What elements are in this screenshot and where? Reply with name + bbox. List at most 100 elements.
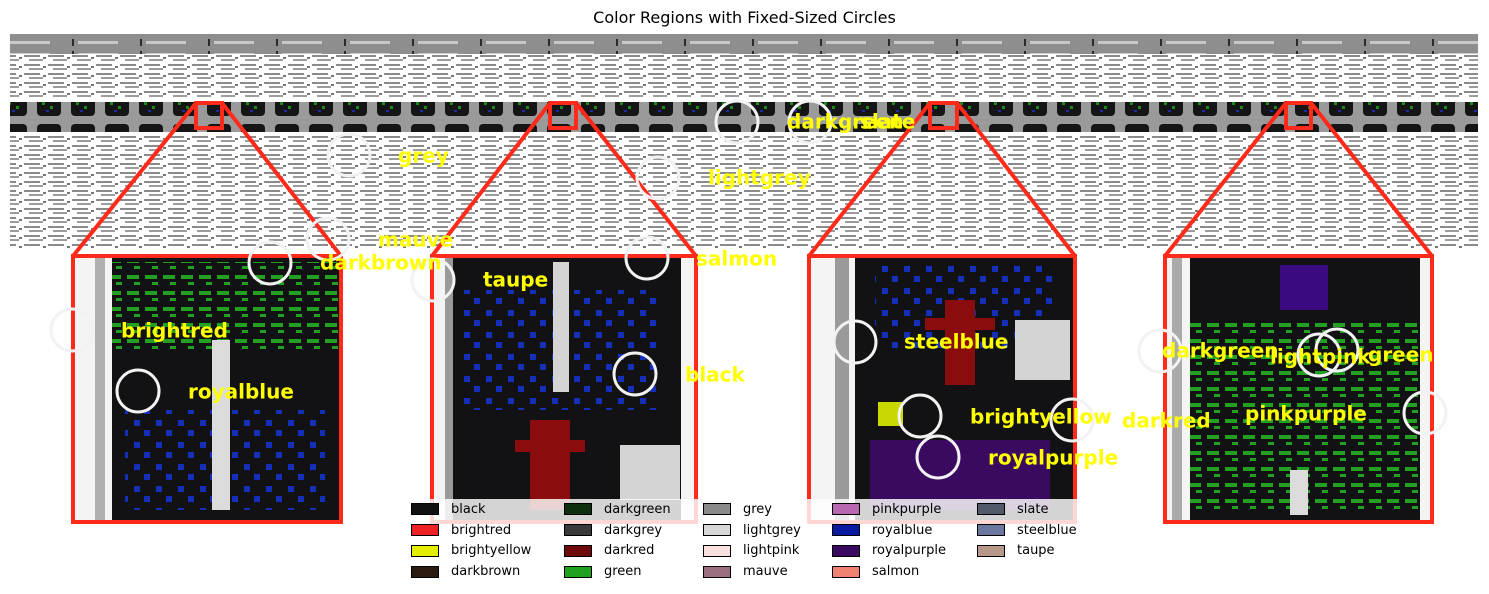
ruler-strip xyxy=(10,34,1478,54)
legend-item-pinkpurple: pinkpurple xyxy=(826,499,971,520)
legend-item-slate: slate xyxy=(971,499,1081,520)
legend-item-brightred: brightred xyxy=(405,520,558,541)
annotation-circle-darkred xyxy=(1049,397,1095,443)
legend-label: mauve xyxy=(743,564,788,580)
legend-swatch xyxy=(703,524,731,537)
legend-label: darkred xyxy=(604,543,655,559)
legend-swatch xyxy=(977,524,1005,537)
annotation-label-darkbrown: darkbrown xyxy=(320,251,442,275)
legend-swatch xyxy=(977,544,1005,557)
legend-swatch xyxy=(564,503,592,516)
legend-swatch xyxy=(411,503,439,516)
legend-item-royalpurple: royalpurple xyxy=(826,541,971,562)
annotation-circle-mauve xyxy=(305,216,351,262)
annotation-label-grey: grey xyxy=(398,144,449,168)
legend-item-darkred: darkred xyxy=(558,541,697,562)
annotation-label-royalpurple: royalpurple xyxy=(988,446,1118,470)
annotation-label-steelblue: steelblue xyxy=(904,330,1008,354)
noise-band-bottom xyxy=(10,134,1478,248)
legend-swatch xyxy=(832,544,860,557)
legend-label: lightgrey xyxy=(743,522,801,538)
annotation-label-darkgreen: darkgreen xyxy=(787,110,904,134)
annotation-circle-slate xyxy=(787,99,833,145)
legend-item-darkgreen: darkgreen xyxy=(558,499,697,520)
legend-swatch xyxy=(703,544,731,557)
legend-swatch xyxy=(703,503,731,516)
annotation-label-green: green xyxy=(1368,343,1434,367)
zoom-panel-1 xyxy=(73,257,341,522)
legend-item-lightgrey: lightgrey xyxy=(697,520,826,541)
annotation-circle-steelblue xyxy=(832,319,878,365)
annotation-circle-royalblue xyxy=(115,368,161,414)
legend-label: salmon xyxy=(872,564,920,580)
annotation-label-lightpink: lightpink xyxy=(1270,345,1371,369)
legend-item-green: green xyxy=(558,561,697,582)
legend-label: brightyellow xyxy=(451,543,532,559)
legend-swatch xyxy=(703,565,731,578)
legend: black brightred brightyellow darkbrown darkg… xyxy=(405,499,1085,585)
annotation-circle-lightpink xyxy=(1296,332,1342,378)
tile-strip xyxy=(10,102,1478,132)
legend-label: darkgreen xyxy=(604,501,671,517)
legend-item-lightpink: lightpink xyxy=(697,541,826,562)
legend-swatch xyxy=(411,544,439,557)
legend-swatch xyxy=(564,565,592,578)
legend-swatch xyxy=(564,524,592,537)
legend-label: green xyxy=(604,564,642,580)
annotation-label-royalblue: royalblue xyxy=(188,380,294,404)
annotation-circle-taupe xyxy=(410,257,456,303)
legend-item-grey: grey xyxy=(697,499,826,520)
annotation-circle-grey xyxy=(326,132,372,178)
annotation-label-pinkpurple: pinkpurple xyxy=(1245,402,1367,426)
annotation-circle-royalpurple xyxy=(915,434,961,480)
legend-label: royalpurple xyxy=(872,543,946,559)
zoom-panel-2 xyxy=(432,257,696,522)
annotation-label-brightred: brightred xyxy=(121,319,228,343)
legend-label: steelblue xyxy=(1017,522,1077,538)
annotation-circle-darkbrown xyxy=(247,240,293,286)
annotation-circle-lightgrey xyxy=(635,155,681,201)
figure-title: Color Regions with Fixed-Sized Circles xyxy=(593,8,896,27)
legend-item-brightyellow: brightyellow xyxy=(405,541,558,562)
annotation-label-darkgreen: darkgreen xyxy=(1162,339,1279,363)
annotation-label-darkred: darkred xyxy=(1122,409,1211,433)
legend-item-mauve: mauve xyxy=(697,561,826,582)
legend-swatch xyxy=(977,503,1005,516)
annotation-circle-darkgreen xyxy=(714,99,760,145)
legend-label: royalblue xyxy=(872,522,933,538)
legend-item-steelblue: steelblue xyxy=(971,520,1081,541)
annotation-circle-brightyellow xyxy=(897,393,943,439)
annotation-circle-brightred xyxy=(49,307,95,353)
legend-label: taupe xyxy=(1017,543,1055,559)
legend-item-royalblue: royalblue xyxy=(826,520,971,541)
legend-swatch xyxy=(411,524,439,537)
legend-item-taupe: taupe xyxy=(971,541,1081,562)
annotation-label-salmon: salmon xyxy=(696,247,777,271)
annotation-label-black: black xyxy=(685,363,746,387)
annotation-circle-pinkpurple xyxy=(1402,390,1448,436)
legend-swatch xyxy=(564,544,592,557)
annotation-label-lightgrey: lightgrey xyxy=(708,166,811,190)
legend-swatch xyxy=(832,503,860,516)
legend-swatch xyxy=(832,565,860,578)
legend-label: darkgrey xyxy=(604,522,663,538)
annotation-circle-green xyxy=(1314,327,1360,373)
legend-swatch xyxy=(832,524,860,537)
noise-band-top xyxy=(10,54,1478,100)
legend-item-darkgrey: darkgrey xyxy=(558,520,697,541)
annotation-label-mauve: mauve xyxy=(378,228,453,252)
legend-label: black xyxy=(451,501,486,517)
legend-label: lightpink xyxy=(743,543,800,559)
legend-label: grey xyxy=(743,501,773,517)
legend-label: pinkpurple xyxy=(872,501,942,517)
annotation-circle-salmon xyxy=(624,235,670,281)
callout-lines xyxy=(71,101,1434,258)
legend-item-black: black xyxy=(405,499,558,520)
legend-item-salmon: salmon xyxy=(826,561,971,582)
annotation-circle-darkgreen xyxy=(1137,328,1183,374)
legend-item-darkbrown: darkbrown xyxy=(405,561,558,582)
legend-label: slate xyxy=(1017,501,1049,517)
annotation-label-slate: slate xyxy=(860,110,915,134)
legend-label: brightred xyxy=(451,522,512,538)
